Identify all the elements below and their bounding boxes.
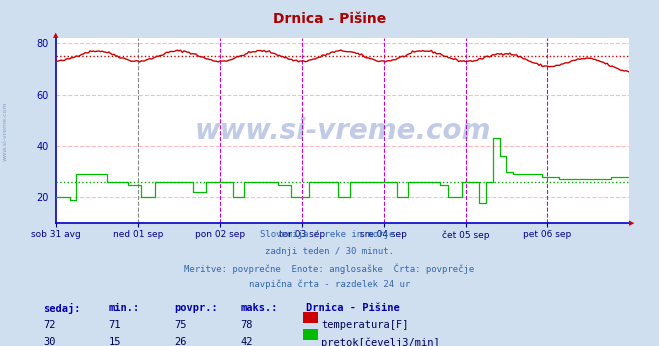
Text: temperatura[F]: temperatura[F] <box>321 320 409 330</box>
Text: 71: 71 <box>109 320 121 330</box>
Text: 30: 30 <box>43 337 55 346</box>
Text: povpr.:: povpr.: <box>175 303 218 313</box>
Text: Slovenija / reke in morje.: Slovenija / reke in morje. <box>260 230 399 239</box>
Text: min.:: min.: <box>109 303 140 313</box>
Text: navpična črta - razdelek 24 ur: navpična črta - razdelek 24 ur <box>249 280 410 289</box>
Text: ▶: ▶ <box>629 220 635 226</box>
Text: www.si-vreme.com: www.si-vreme.com <box>3 102 8 161</box>
Text: Drnica - Pišine: Drnica - Pišine <box>306 303 400 313</box>
Text: 42: 42 <box>241 337 253 346</box>
Text: 26: 26 <box>175 337 187 346</box>
Text: 15: 15 <box>109 337 121 346</box>
Text: sedaj:: sedaj: <box>43 303 80 314</box>
Text: Meritve: povprečne  Enote: anglosaške  Črta: povprečje: Meritve: povprečne Enote: anglosaške Črt… <box>185 263 474 274</box>
Text: ▲: ▲ <box>53 32 59 38</box>
Text: 78: 78 <box>241 320 253 330</box>
Text: Drnica - Pišine: Drnica - Pišine <box>273 12 386 26</box>
Text: pretok[čevelj3/min]: pretok[čevelj3/min] <box>321 337 440 346</box>
Text: 75: 75 <box>175 320 187 330</box>
Text: 72: 72 <box>43 320 55 330</box>
Text: www.si-vreme.com: www.si-vreme.com <box>194 117 491 145</box>
Text: zadnji teden / 30 minut.: zadnji teden / 30 minut. <box>265 247 394 256</box>
Text: maks.:: maks.: <box>241 303 278 313</box>
